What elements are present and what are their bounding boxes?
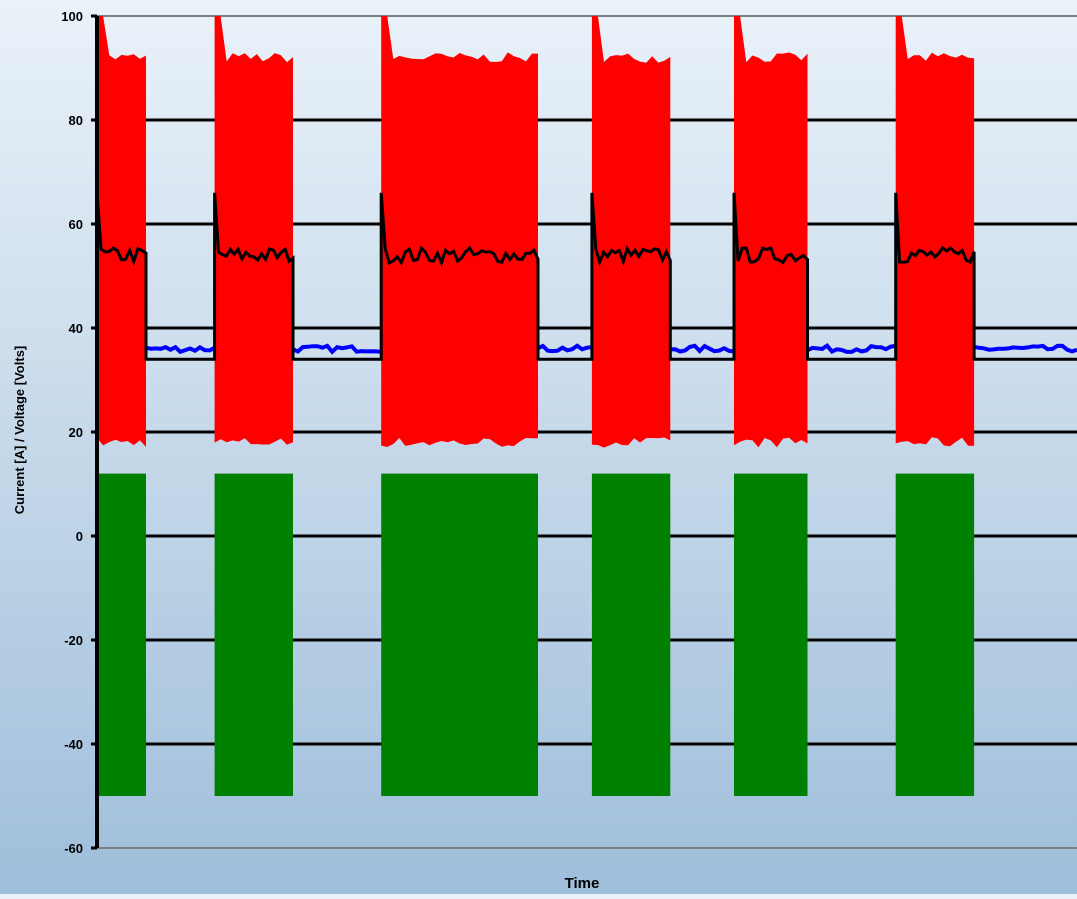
y-tick-label: 100 <box>61 9 83 24</box>
y-tick-label: 0 <box>76 529 83 544</box>
blue-series-line <box>292 343 382 355</box>
series-layer <box>95 16 1077 796</box>
black-series-line <box>95 192 1077 361</box>
blue-series-line <box>670 343 735 354</box>
blue-series-line <box>537 343 593 354</box>
red-series-band <box>97 16 146 447</box>
red-series-band <box>734 16 808 448</box>
y-tick-label: -60 <box>64 841 83 856</box>
green-series-band <box>97 473 146 796</box>
blue-series-line <box>806 343 896 354</box>
y-tick-label: 20 <box>69 425 83 440</box>
labels-layer: Current [A] / Voltage [Volts] Time <box>12 346 599 892</box>
y-tick-label: 80 <box>69 113 83 128</box>
green-series-band <box>895 473 975 796</box>
red-series-band <box>381 16 538 447</box>
y-tick-label: -40 <box>64 737 83 752</box>
blue-series-line <box>973 343 1077 354</box>
blue-series-line <box>145 344 216 355</box>
y-tick-label: -20 <box>64 633 83 648</box>
axis-layer: -60 -40 -20 0 20 40 60 80 100 <box>61 9 99 856</box>
red-series-band <box>895 16 975 447</box>
y-axis-label: Current [A] / Voltage [Volts] <box>12 346 27 515</box>
red-series-band <box>591 16 671 448</box>
red-series-band <box>214 16 293 445</box>
y-tick-label: 60 <box>69 217 83 232</box>
green-series-band <box>381 473 538 796</box>
green-series-band <box>591 473 671 796</box>
green-series-band <box>734 473 808 796</box>
y-tick-label: 40 <box>69 321 83 336</box>
x-axis-label: Time <box>565 875 600 892</box>
green-series-band <box>214 473 293 796</box>
